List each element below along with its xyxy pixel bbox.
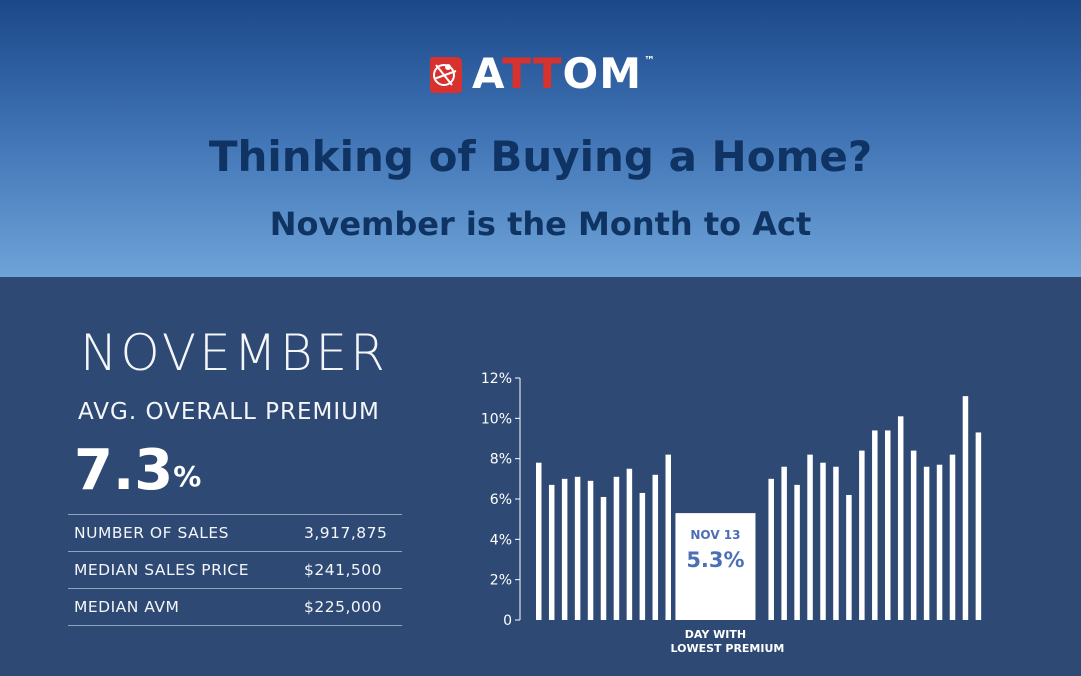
y-tick-label: 4% xyxy=(490,532,512,548)
stats-row-value: $241,500 xyxy=(304,561,382,579)
bar xyxy=(859,450,865,620)
bar xyxy=(897,416,904,620)
bar xyxy=(600,496,607,620)
page-title: Thinking of Buying a Home? xyxy=(208,132,873,181)
month-heading: NOVEMBER xyxy=(80,324,388,382)
stats-row-label: MEDIAN AVM xyxy=(74,598,180,616)
stats-row-price: MEDIAN SALES PRICE $241,500 xyxy=(68,552,402,589)
bar xyxy=(652,474,659,620)
page-subtitle: November is the Month to Act xyxy=(269,205,812,243)
highlight-caption-line2: LOWEST PREMIUM xyxy=(671,642,785,655)
bar xyxy=(768,478,774,620)
bar xyxy=(885,430,891,620)
bar xyxy=(833,466,839,620)
y-tick-label: 8% xyxy=(490,452,512,468)
premium-value: 7.3% xyxy=(74,439,201,503)
premium-label: AVG. OVERALL PREMIUM xyxy=(78,399,380,425)
y-tick-label: 0 xyxy=(503,613,512,629)
trademark-symbol: ™ xyxy=(644,54,655,67)
stats-row-value: $225,000 xyxy=(304,598,382,616)
stats-table: NUMBER OF SALES 3,917,875 MEDIAN SALES P… xyxy=(68,514,402,626)
y-tick-label: 6% xyxy=(490,492,512,508)
stats-row-label: NUMBER OF SALES xyxy=(74,524,229,542)
highlight-day-label: NOV 13 xyxy=(690,528,740,542)
bar xyxy=(807,454,813,620)
bar xyxy=(872,430,878,620)
bar xyxy=(574,476,581,620)
bar-highlight xyxy=(675,513,756,620)
bar xyxy=(626,468,633,620)
bar xyxy=(587,480,594,620)
bar xyxy=(910,450,917,620)
bar xyxy=(548,484,555,620)
bar xyxy=(936,464,943,620)
bar xyxy=(923,466,930,620)
bar xyxy=(846,494,852,620)
y-tick-label: 12% xyxy=(481,371,512,387)
stats-row-label: MEDIAN SALES PRICE xyxy=(74,561,250,579)
y-tick-label: 2% xyxy=(490,573,512,589)
stats-row-sales: NUMBER OF SALES 3,917,875 xyxy=(68,515,402,552)
daily-premium-chart: 0 2% 4% 6% 8% 10% 12% NOV 13 5.3% DAY WITHLOWEST … xyxy=(481,371,982,655)
bar xyxy=(820,462,826,620)
bar xyxy=(794,484,800,620)
bar xyxy=(781,466,787,620)
header-banner: ATTOM ™ Thinking of Buying a Home? Novem… xyxy=(0,0,1081,277)
attom-logo-text: ATTOM xyxy=(471,49,642,98)
bar xyxy=(665,454,671,620)
highlight-value-label: 5.3% xyxy=(686,548,744,572)
bar xyxy=(639,492,646,620)
bar xyxy=(962,396,969,620)
highlight-caption-line1: DAY WITH xyxy=(685,628,746,641)
premium-unit: % xyxy=(173,460,202,493)
stats-row-value: 3,917,875 xyxy=(304,524,388,542)
premium-number: 7.3 xyxy=(74,438,174,503)
attom-logo-mark-icon xyxy=(429,57,462,93)
bar xyxy=(613,476,620,620)
bar xyxy=(561,478,568,620)
attom-logo: ATTOM ™ xyxy=(0,52,1081,99)
bar xyxy=(536,462,542,620)
y-tick-label: 10% xyxy=(481,411,512,427)
bar xyxy=(975,432,982,620)
bar xyxy=(949,454,956,620)
stats-row-avm: MEDIAN AVM $225,000 xyxy=(68,589,402,626)
